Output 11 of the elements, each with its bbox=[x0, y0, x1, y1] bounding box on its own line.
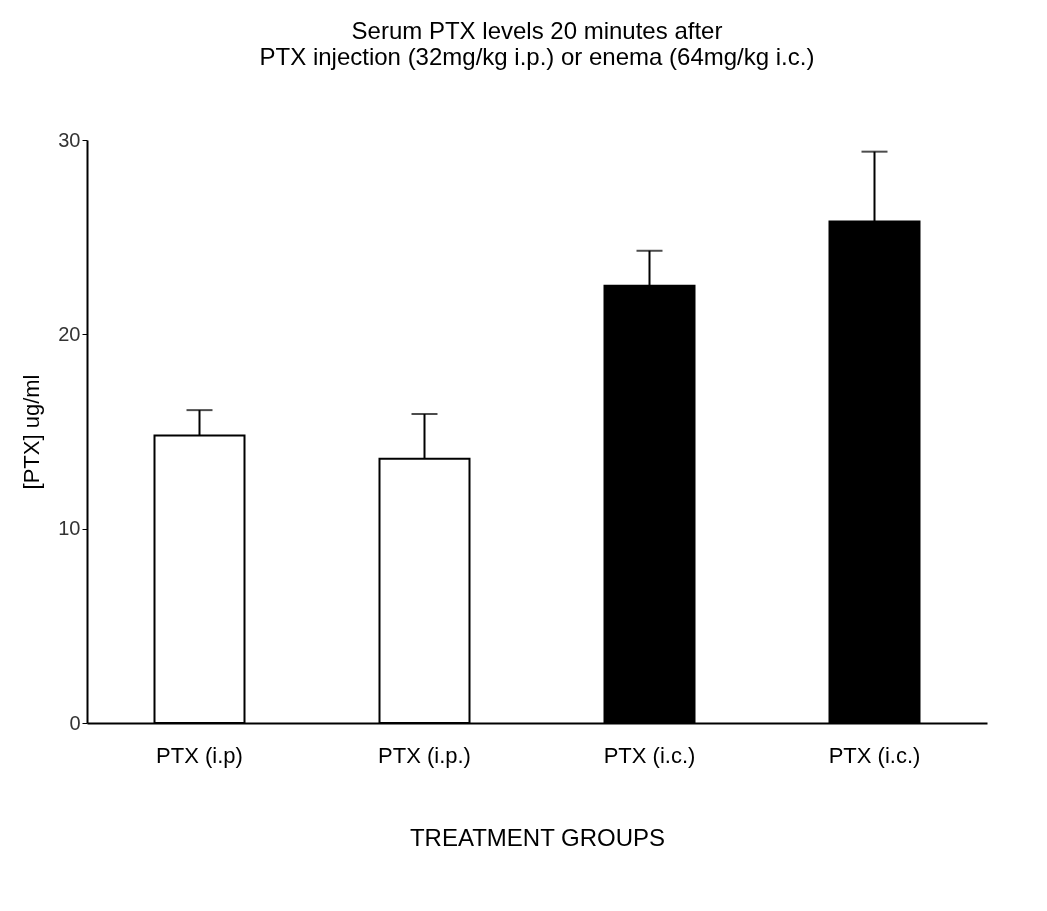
x-tick-label: PTX (i.c.) bbox=[828, 742, 921, 768]
chart-title: Serum PTX levels 20 minutes after PTX injection (32mg/kg i.p.) or enema (64mg/kg i.c.) bbox=[259, 17, 815, 70]
x-tick-label: PTX (i.c.) bbox=[603, 742, 696, 768]
x-tick-label: PTX (i.p.) bbox=[378, 742, 471, 768]
y-tick-label: 30 bbox=[58, 128, 81, 151]
x-axis-title: TREATMENT GROUPS bbox=[409, 823, 666, 851]
x-tick-label: PTX (i.p) bbox=[156, 742, 243, 768]
y-tick-label: 10 bbox=[58, 517, 81, 540]
y-tick-label: 20 bbox=[58, 322, 81, 345]
y-axis-title: [PTX] ug/ml bbox=[19, 374, 45, 490]
y-tick-label: 0 bbox=[69, 711, 81, 734]
